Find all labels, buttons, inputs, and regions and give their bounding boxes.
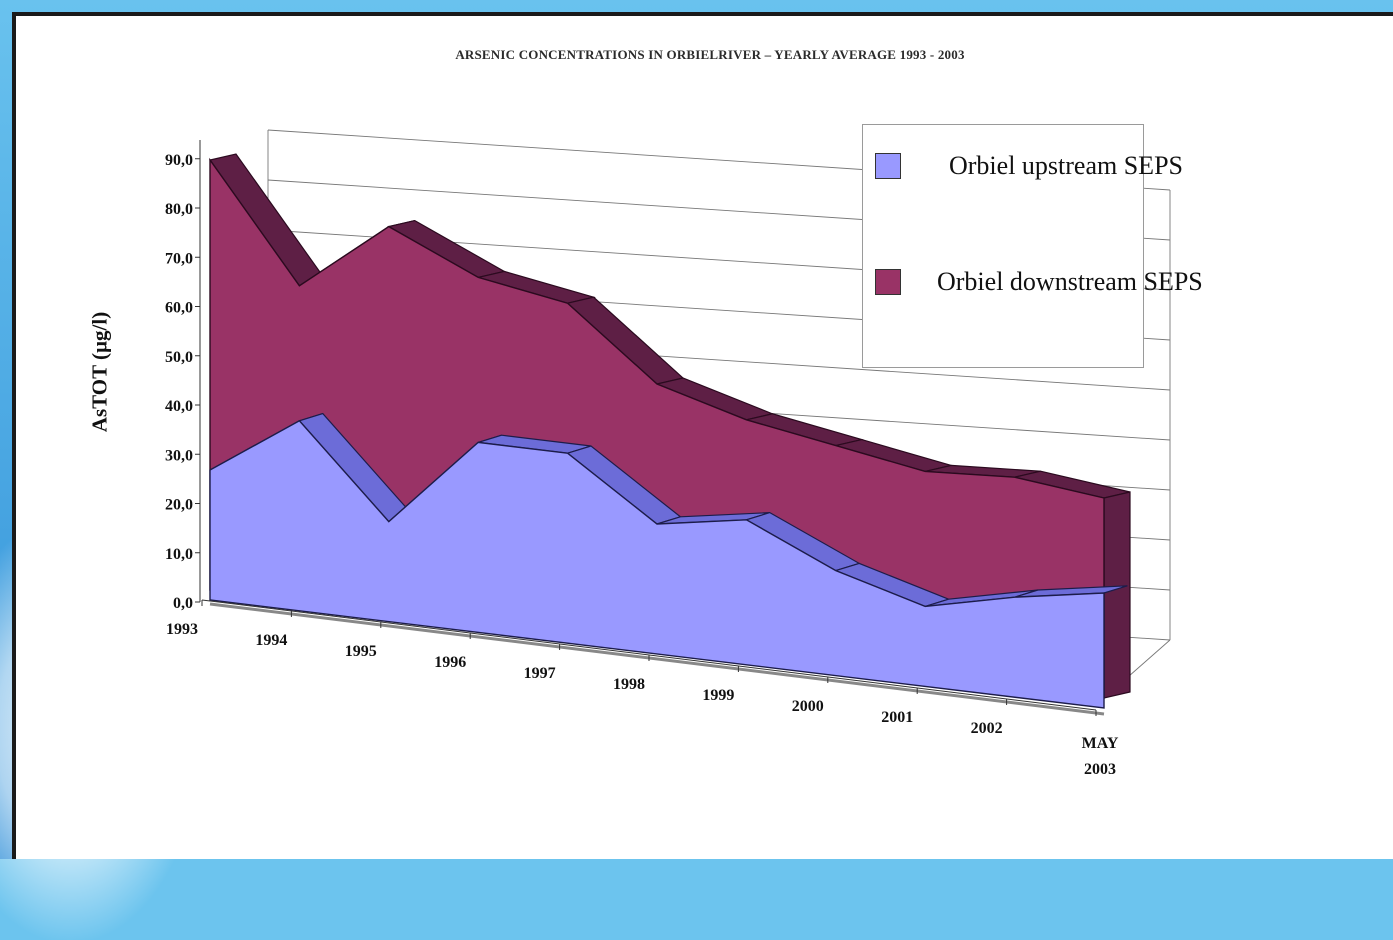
x-tick-label: 1994 <box>255 632 287 649</box>
x-tick-label: 1996 <box>434 654 466 671</box>
legend-swatch-upstream <box>875 153 901 179</box>
chart-canvas: 0,0 10,0 20,0 30,0 40,0 50,0 60,0 70,0 80,0 90,0 1… <box>165 129 1171 778</box>
y-tick-label: 80,0 <box>165 201 193 218</box>
x-tick-label: 1999 <box>702 687 734 704</box>
legend-swatch-downstream <box>875 269 901 295</box>
x-tick-label: MAY <box>1082 735 1119 752</box>
legend-label-downstream: Orbiel downstream SEPS <box>937 267 1203 296</box>
legend-item-upstream: Orbiel upstream SEPS <box>863 145 1183 185</box>
x-tick-label: 1998 <box>613 676 645 693</box>
y-tick-label: 50,0 <box>165 349 193 366</box>
y-tick-label: 30,0 <box>165 447 193 464</box>
x-tick-label: 2003 <box>1084 761 1116 778</box>
y-tick-label: 40,0 <box>165 398 193 415</box>
legend: Orbiel upstream SEPS Orbiel downstream S… <box>862 124 1203 368</box>
y-tick-label: 10,0 <box>165 546 193 563</box>
y-tick-label: 60,0 <box>165 300 193 317</box>
x-tick-label: 1993 <box>166 621 198 638</box>
legend-label-upstream: Orbiel upstream SEPS <box>949 151 1183 180</box>
y-tick-label: 20,0 <box>165 497 193 514</box>
x-tick-label: 1997 <box>524 665 556 682</box>
y-axis-label: AsTOT (µg/l) <box>87 311 112 433</box>
downstream-end-face <box>1103 491 1131 699</box>
floor-shadow <box>209 602 1105 716</box>
y-tick-label: 90,0 <box>165 152 193 169</box>
chart-title: ARSENIC CONCENTRATIONS IN ORBIELRIVER – … <box>455 47 965 62</box>
y-tick-label: 70,0 <box>165 250 193 267</box>
x-tick-label: 1995 <box>345 643 377 660</box>
upstream-area <box>209 419 1105 709</box>
legend-item-downstream: Orbiel downstream SEPS <box>863 261 1203 301</box>
x-tick-label: 2001 <box>881 709 913 726</box>
x-tick-label: 2002 <box>971 720 1003 737</box>
y-tick-label: 0,0 <box>173 595 193 612</box>
x-tick-label: 2000 <box>792 698 824 715</box>
